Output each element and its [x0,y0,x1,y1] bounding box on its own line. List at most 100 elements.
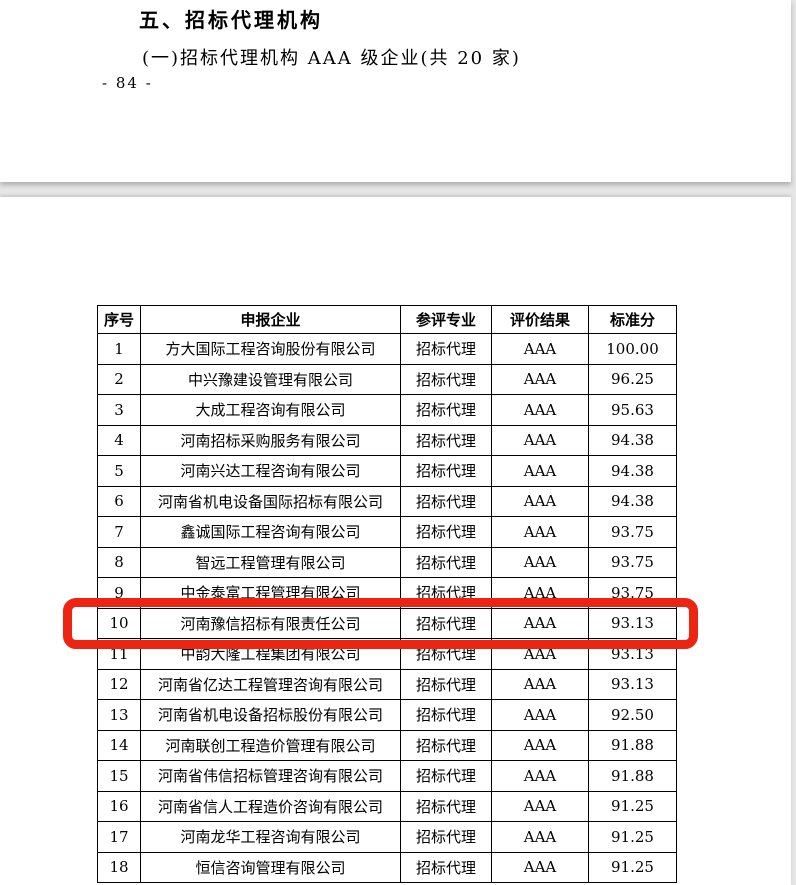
table-cell: AAA [491,577,589,609]
table-cell: 方大国际工程咨询股份有限公司 [140,333,401,365]
column-header-result: 评价结果 [491,305,589,334]
table-cell: 95.63 [588,394,677,426]
table-cell: 招标代理 [400,455,492,487]
table-cell: 93.13 [588,638,677,670]
page-number: - 84 - [102,74,153,92]
table-cell: 招标代理 [400,363,492,395]
table-cell: AAA [491,638,589,670]
table-cell: AAA [491,363,589,395]
table-cell: 大成工程咨询有限公司 [140,394,401,426]
table-row: 5 河南兴达工程咨询有限公司 招标代理 AAA 94.38 [97,455,677,487]
table-row: 9 中金泰富工程管理有限公司 招标代理 AAA 93.75 [97,577,677,609]
table-row: 13 河南省机电设备招标股份有限公司 招标代理 AAA 92.50 [97,699,677,731]
table-cell: 招标代理 [400,638,492,670]
table-cell: AAA [491,546,589,578]
column-header-company: 申报企业 [140,305,401,334]
table-header-row: 序号 申报企业 参评专业 评价结果 标准分 [97,305,677,334]
table-row: 3 大成工程咨询有限公司 招标代理 AAA 95.63 [97,394,677,426]
table-cell: AAA [491,333,589,365]
table-cell: 91.88 [588,729,677,761]
table-cell: 招标代理 [400,394,492,426]
table-cell: 中韵大隆工程集团有限公司 [140,638,401,670]
table-cell: 河南联创工程造价管理有限公司 [140,729,401,761]
table-cell: 1 [97,333,141,365]
column-header-index: 序号 [97,305,141,334]
table-cell: AAA [491,516,589,548]
table-cell: 93.75 [588,516,677,548]
table-row: 17 河南龙华工程咨询有限公司 招标代理 AAA 91.25 [97,821,677,853]
column-header-score: 标准分 [588,305,677,334]
table-cell: 河南省信人工程造价咨询有限公司 [140,790,401,822]
table-cell: 河南省机电设备招标股份有限公司 [140,699,401,731]
table-cell: AAA [491,607,589,639]
table-cell: 2 [97,363,141,395]
table-cell: AAA [491,729,589,761]
page-1: 五、招标代理机构 (一)招标代理机构 AAA 级企业(共 20 家) - 84 … [0,0,791,182]
table-cell: 16 [97,790,141,822]
table-row: 10 河南豫信招标有限责任公司 招标代理 AAA 93.13 [97,607,677,639]
table-row: 7 鑫诚国际工程咨询有限公司 招标代理 AAA 93.75 [97,516,677,548]
table-cell: 招标代理 [400,760,492,792]
table-cell: 招标代理 [400,607,492,639]
table-row: 4 河南招标采购服务有限公司 招标代理 AAA 94.38 [97,424,677,456]
table-cell: 招标代理 [400,333,492,365]
table-cell: 18 [97,851,141,883]
table-cell: 招标代理 [400,424,492,456]
table-cell: 94.38 [588,485,677,517]
table-cell: 7 [97,516,141,548]
table-cell: 招标代理 [400,699,492,731]
table-cell: 17 [97,821,141,853]
table-row: 12 河南省亿达工程管理咨询有限公司 招标代理 AAA 93.13 [97,668,677,700]
table-cell: 招标代理 [400,851,492,883]
table-cell: 河南龙华工程咨询有限公司 [140,821,401,853]
table-cell: AAA [491,821,589,853]
table-cell: 91.25 [588,790,677,822]
table-cell: 河南兴达工程咨询有限公司 [140,455,401,487]
table-cell: 招标代理 [400,729,492,761]
table-cell: 招标代理 [400,516,492,548]
table-cell: 5 [97,455,141,487]
table-cell: 92.50 [588,699,677,731]
column-header-specialty: 参评专业 [400,305,492,334]
table-cell: AAA [491,394,589,426]
table-cell: 11 [97,638,141,670]
table-cell: 94.38 [588,424,677,456]
table-cell: 中兴豫建设管理有限公司 [140,363,401,395]
table-cell: 河南豫信招标有限责任公司 [140,607,401,639]
table-cell: 96.25 [588,363,677,395]
table-cell: 招标代理 [400,668,492,700]
rating-table: 序号 申报企业 参评专业 评价结果 标准分 1 方大国际工程咨询股份有限公司 招标代… [97,305,677,883]
table-cell: 恒信咨询管理有限公司 [140,851,401,883]
table-cell: AAA [491,455,589,487]
table-row: 11 中韵大隆工程集团有限公司 招标代理 AAA 93.13 [97,638,677,670]
table-cell: AAA [491,790,589,822]
table-cell: 河南省伟信招标管理咨询有限公司 [140,760,401,792]
table-row: 15 河南省伟信招标管理咨询有限公司 招标代理 AAA 91.88 [97,760,677,792]
table-cell: 9 [97,577,141,609]
section-heading: 五、招标代理机构 [139,8,323,32]
table-cell: AAA [491,424,589,456]
table-cell: 91.25 [588,821,677,853]
table-cell: 招标代理 [400,546,492,578]
table-cell: 4 [97,424,141,456]
table-cell: AAA [491,851,589,883]
table-cell: 招标代理 [400,577,492,609]
table-row: 1 方大国际工程咨询股份有限公司 招标代理 AAA 100.00 [97,333,677,365]
table-row: 16 河南省信人工程造价咨询有限公司 招标代理 AAA 91.25 [97,790,677,822]
table-cell: 10 [97,607,141,639]
table-row: 18 恒信咨询管理有限公司 招标代理 AAA 91.25 [97,851,677,883]
table-cell: 93.13 [588,668,677,700]
table-cell: AAA [491,485,589,517]
subsection-heading: (一)招标代理机构 AAA 级企业(共 20 家) [142,48,521,69]
table-cell: 招标代理 [400,790,492,822]
table-cell: AAA [491,699,589,731]
table-cell: 鑫诚国际工程咨询有限公司 [140,516,401,548]
table-cell: 91.25 [588,851,677,883]
table-cell: 93.13 [588,607,677,639]
table-cell: 94.38 [588,455,677,487]
table-cell: 3 [97,394,141,426]
table-cell: 河南省机电设备国际招标有限公司 [140,485,401,517]
table-cell: 93.75 [588,577,677,609]
table-cell: 智远工程管理有限公司 [140,546,401,578]
page-2: 序号 申报企业 参评专业 评价结果 标准分 1 方大国际工程咨询股份有限公司 招标代… [0,197,791,885]
